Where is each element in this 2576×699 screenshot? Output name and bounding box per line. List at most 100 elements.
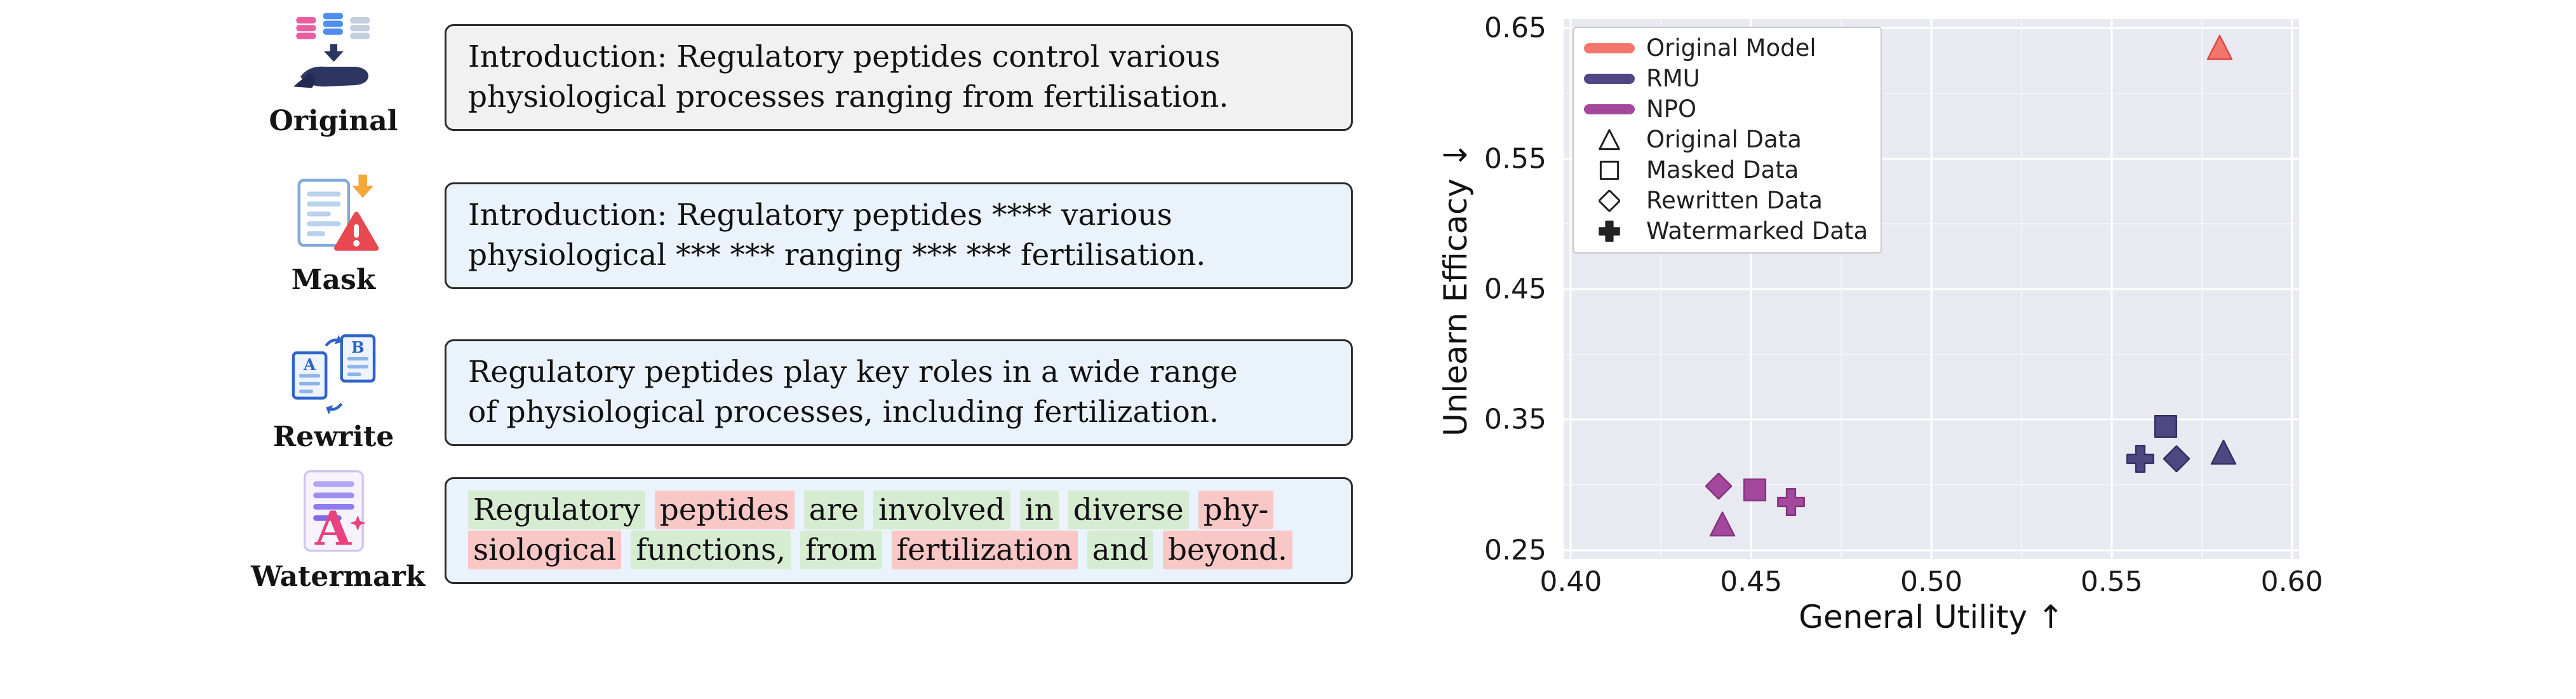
text-box-watermark: Regulatory peptides are involved in dive… <box>445 477 1353 584</box>
legend-marker-sample <box>1581 220 1637 242</box>
watermark-token: beyond. <box>1162 530 1292 569</box>
plus-marker-icon <box>2126 444 2155 473</box>
legend-label: Rewritten Data <box>1646 187 1823 214</box>
legend-label: Original Model <box>1646 34 1816 62</box>
watermark-token: diverse <box>1068 491 1189 529</box>
data-point-npo-square <box>1741 477 1768 503</box>
x-tick-label: 0.55 <box>2080 566 2143 598</box>
x-tick-label: 0.45 <box>1720 566 1783 598</box>
watermark-token: are <box>803 491 864 529</box>
legend-item-npo: NPO <box>1581 95 1868 123</box>
svg-text:B: B <box>351 338 365 356</box>
y-tick-label: 0.45 <box>1484 273 1546 306</box>
watermark-token: functions, <box>631 530 791 569</box>
legend-item-original-data: Original Data <box>1581 126 1868 153</box>
legend-color-line <box>1584 104 1635 114</box>
data-point-npo-diamond <box>1705 472 1733 500</box>
triangle-marker-icon <box>2206 35 2233 60</box>
y-tick-label: 0.55 <box>1484 142 1546 175</box>
square-marker-icon <box>2154 414 2178 438</box>
data-point-npo-plus <box>1776 487 1806 517</box>
diamond-marker-icon <box>1705 472 1733 500</box>
svg-text:A: A <box>303 355 316 374</box>
triangle-marker-icon <box>1599 128 1620 150</box>
mask-icon <box>297 174 379 251</box>
legend-item-watermarked-data: Watermarked Data <box>1581 217 1868 245</box>
x-tick-label: 0.50 <box>1900 566 1962 598</box>
gridline <box>1564 418 2299 421</box>
rewrite-icon: A B <box>292 334 375 415</box>
gridline <box>1564 549 2299 552</box>
row-label-mask: Mask <box>291 264 376 296</box>
legend-item-original-model: Original Model <box>1581 34 1868 62</box>
text-line: Introduction: Regulatory peptides **** v… <box>468 198 1172 233</box>
text-line: Introduction: Regulatory peptides contro… <box>468 39 1221 74</box>
watermark-token: and <box>1087 530 1153 569</box>
plot-area: Original Model RMU NPO Original Data Masked … <box>1564 19 2299 559</box>
gridline <box>1564 288 2299 290</box>
icon-block-watermark: A Watermark <box>251 467 426 593</box>
text-line: Regulatory peptides play key roles in a … <box>468 355 1238 390</box>
triangle-marker-icon <box>2210 439 2236 465</box>
square-marker-icon <box>1743 478 1766 502</box>
gridline <box>1564 158 2299 160</box>
chart-legend: Original Model RMU NPO Original Data Masked … <box>1573 27 1882 254</box>
legend-item-rmu: RMU <box>1581 65 1868 92</box>
scatter-chart: Unlearn Efficacy ↓ 0.25 0.35 0.45 0.55 0.65 … <box>1423 0 2375 648</box>
plus-marker-icon <box>1776 487 1805 516</box>
watermark-token: siological <box>468 530 622 569</box>
legend-line-sample <box>1581 43 1637 53</box>
row-label-original: Original <box>269 105 398 137</box>
legend-label: Original Data <box>1646 126 1802 153</box>
watermark-icon: A <box>303 470 366 557</box>
x-axis-title: General Utility ↑ <box>1799 599 2064 635</box>
text-box-original: Introduction: Regulatory peptides contro… <box>445 24 1353 131</box>
text-line: physiological *** *** ranging *** *** fe… <box>468 237 1206 273</box>
legend-color-line <box>1584 73 1635 84</box>
watermark-token: Regulatory <box>468 491 645 529</box>
data-point-npo-triangle <box>1709 511 1736 538</box>
text-box-mask: Introduction: Regulatory peptides **** v… <box>445 182 1353 289</box>
x-tick-label: 0.60 <box>2260 566 2323 598</box>
row-label-rewrite: Rewrite <box>272 421 394 453</box>
y-axis-ticks: 0.25 0.35 0.45 0.55 0.65 <box>1423 12 1553 566</box>
legend-label: Masked Data <box>1646 156 1799 184</box>
plus-marker-icon <box>1599 220 1620 242</box>
text-line: of physiological processes, including fe… <box>468 394 1219 430</box>
legend-color-line <box>1584 43 1635 53</box>
data-point-rmu-plus <box>2126 444 2155 473</box>
legend-label: RMU <box>1646 65 1700 92</box>
text-box-rewrite: Regulatory peptides play key roles in a … <box>445 339 1353 446</box>
diamond-marker-icon <box>2163 445 2190 473</box>
legend-line-sample <box>1581 104 1637 114</box>
legend-label: Watermarked Data <box>1646 217 1868 245</box>
y-tick-label: 0.25 <box>1484 534 1546 567</box>
x-tick-label: 0.40 <box>1540 566 1602 598</box>
datasets-hand-icon <box>293 13 370 88</box>
legend-item-rewritten-data: Rewritten Data <box>1581 187 1868 214</box>
data-point-rmu-diamond <box>2163 445 2190 473</box>
data-point-rmu-triangle <box>2210 439 2237 466</box>
legend-item-masked-data: Masked Data <box>1581 156 1868 184</box>
y-tick-label: 0.65 <box>1484 11 1546 44</box>
triangle-marker-icon <box>1709 511 1735 536</box>
icon-block-original: Original <box>251 11 416 137</box>
watermark-token: phy- <box>1198 491 1274 529</box>
watermark-token: in <box>1019 491 1059 529</box>
y-tick-label: 0.35 <box>1484 403 1546 436</box>
data-point-original-model-triangle <box>2206 34 2233 61</box>
text-line: physiological processes ranging from fer… <box>468 79 1229 114</box>
x-axis-ticks: 0.40 0.45 0.50 0.55 0.60 <box>1540 566 2323 602</box>
watermark-token: involved <box>873 491 1010 529</box>
watermark-token: peptides <box>654 491 795 529</box>
row-label-watermark: Watermark <box>251 560 426 593</box>
svg-text:A: A <box>314 502 351 557</box>
diamond-marker-icon <box>1599 189 1620 212</box>
legend-label: NPO <box>1646 95 1697 123</box>
data-point-rmu-square <box>2152 413 2179 440</box>
gridline <box>1564 27 2299 29</box>
legend-line-sample <box>1581 73 1637 84</box>
watermarked-text-line: siological functions, from fertilization… <box>468 530 1329 571</box>
legend-marker-sample <box>1581 128 1637 151</box>
